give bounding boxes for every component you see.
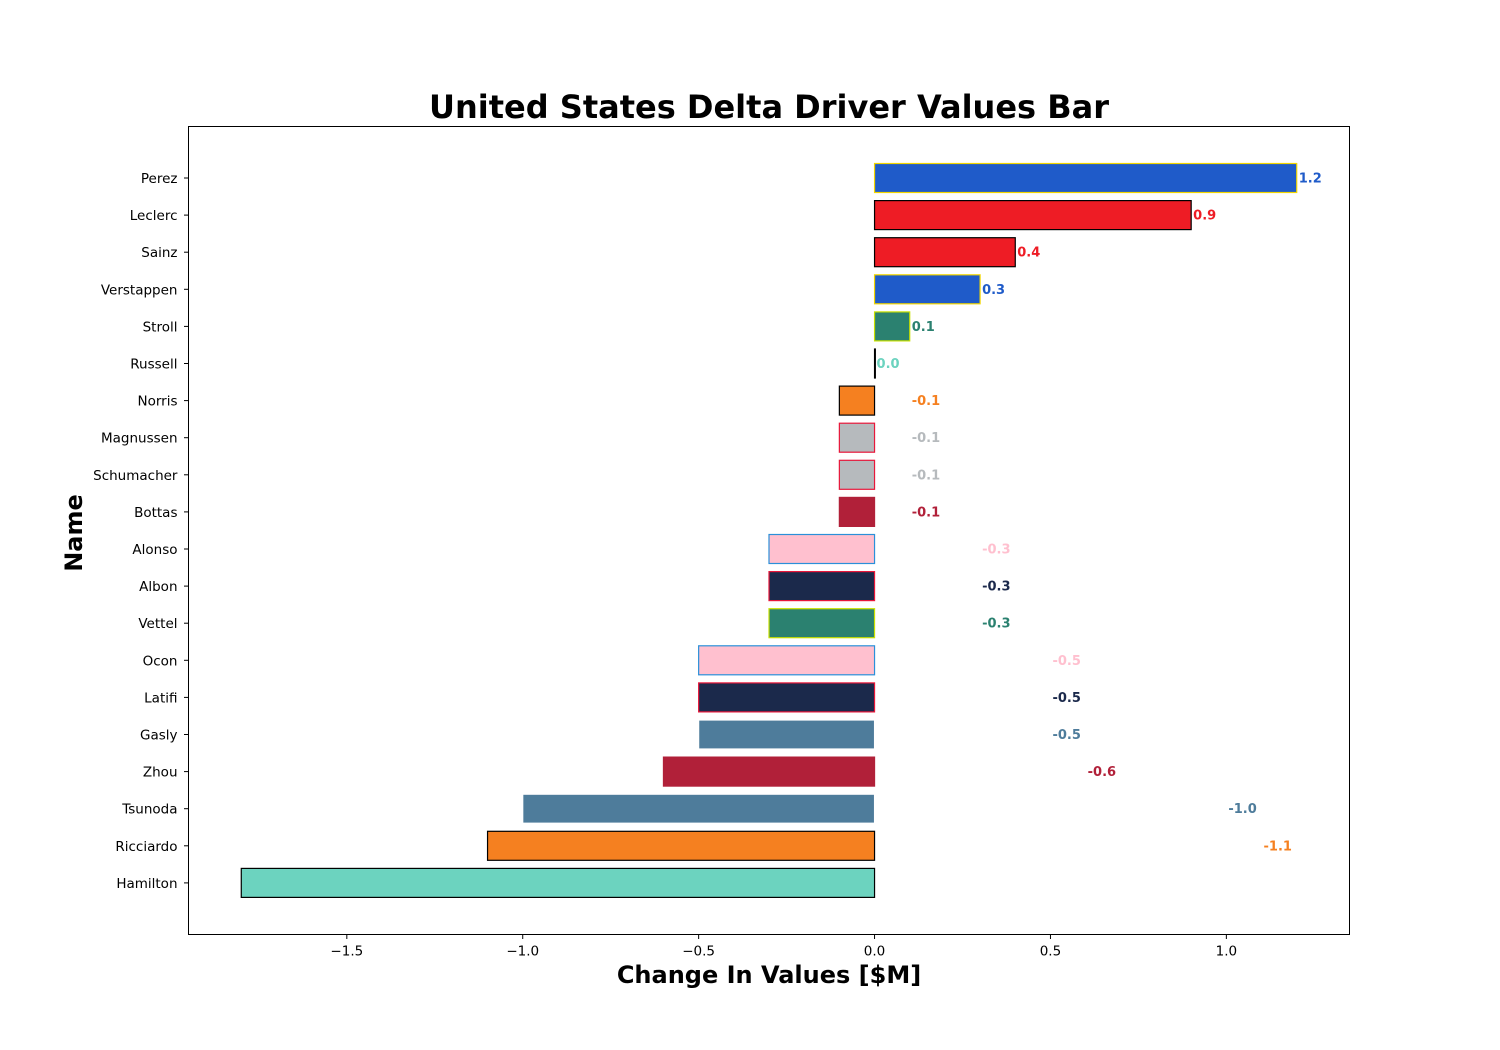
data-label-norris: -0.1: [912, 394, 940, 409]
data-label-vettel: -0.3: [982, 617, 1010, 632]
data-label-leclerc: 0.9: [1193, 209, 1216, 224]
data-label-tsunoda: -1.0: [1228, 802, 1256, 817]
y-tick-label-leclerc: Leclerc: [130, 208, 178, 224]
y-tick-label-alonso: Alonso: [132, 542, 177, 558]
y-tick-label-norris: Norris: [137, 394, 177, 410]
y-tick-label-stroll: Stroll: [143, 319, 178, 335]
x-tick-label: −1.5: [330, 944, 363, 960]
y-tick-label-hamilton: Hamilton: [116, 876, 177, 892]
data-label-bottas: -0.1: [912, 505, 940, 520]
bar-schumacher: [838, 459, 876, 490]
plot-frame: [188, 126, 1350, 935]
y-tick-label-verstappen: Verstappen: [101, 282, 178, 298]
y-tick-label-latifi: Latifi: [144, 690, 177, 706]
bar-zhou: [662, 756, 876, 787]
bar-alonso: [768, 533, 876, 565]
x-tick-label: −1.0: [506, 944, 539, 960]
bar-tsunoda: [522, 793, 876, 824]
chart-title: United States Delta Driver Values Bar: [429, 88, 1109, 126]
bar-bottas: [838, 496, 876, 527]
bar-leclerc: [873, 200, 1192, 231]
bar-ocon: [698, 645, 876, 676]
bar-latifi: [698, 682, 876, 713]
bar-ricciardo: [486, 830, 876, 861]
data-label-albon: -0.3: [982, 580, 1010, 595]
y-tick-label-perez: Perez: [141, 171, 178, 187]
y-tick-label-vettel: Vettel: [138, 616, 177, 632]
data-label-latifi: -0.5: [1052, 691, 1080, 706]
data-label-ricciardo: -1.1: [1264, 839, 1292, 854]
y-axis-ticks: Perez Leclerc Sainz Verstappen Stroll Russell…: [93, 171, 189, 892]
x-tick-label: 0.0: [864, 944, 885, 960]
y-tick-label-albon: Albon: [139, 579, 177, 595]
bar-vettel: [768, 608, 876, 639]
y-axis-label: Name: [60, 494, 88, 572]
bar-norris: [838, 385, 876, 416]
data-label-stroll: 0.1: [912, 320, 935, 335]
x-tick-label: 0.5: [1040, 944, 1061, 960]
y-tick-label-ricciardo: Ricciardo: [115, 839, 177, 855]
x-axis-ticks: −1.5 −1.0 −0.5 0.0 0.5 1.0: [330, 934, 1237, 960]
data-label-magnussen: -0.1: [912, 431, 940, 446]
y-tick-label-sainz: Sainz: [141, 245, 177, 261]
y-tick-label-magnussen: Magnussen: [101, 431, 178, 447]
data-label-zhou: -0.6: [1088, 765, 1116, 780]
bar-sainz: [873, 237, 1016, 268]
y-tick-label-russell: Russell: [130, 357, 177, 373]
y-tick-label-bottas: Bottas: [134, 505, 177, 521]
data-label-ocon: -0.5: [1052, 654, 1080, 669]
y-tick-label-gasly: Gasly: [140, 728, 178, 744]
y-tick-label-ocon: Ocon: [143, 653, 178, 669]
bar-gasly: [698, 719, 876, 750]
bar-stroll: [873, 311, 911, 342]
x-tick-label: −0.5: [682, 944, 715, 960]
bar-verstappen: [873, 274, 981, 305]
data-label-russell: 0.0: [877, 357, 900, 372]
data-label-sainz: 0.4: [1017, 246, 1040, 261]
bar-perez: [873, 162, 1298, 194]
data-label-alonso: -0.3: [982, 543, 1010, 558]
data-label-verstappen: 0.3: [982, 283, 1005, 298]
data-label-gasly: -0.5: [1052, 728, 1080, 743]
x-tick-label: 1.0: [1216, 944, 1237, 960]
bar-albon: [768, 570, 876, 602]
data-label-schumacher: -0.1: [912, 468, 940, 483]
bar-hamilton: [240, 867, 876, 899]
x-axis-label: Change In Values [$M]: [617, 961, 921, 989]
y-tick-label-zhou: Zhou: [143, 765, 178, 781]
bar-magnussen: [838, 422, 876, 453]
data-label-perez: 1.2: [1299, 172, 1322, 187]
y-tick-label-tsunoda: Tsunoda: [121, 802, 177, 818]
y-tick-label-schumacher: Schumacher: [93, 468, 178, 484]
bars-layer: 1.2 0.9 0.4 0.3 0.1 0.0 -0.1 -0.1 -0.1 -0.1 -0.3 -0…: [240, 162, 1322, 899]
bar-russell: [873, 348, 876, 379]
